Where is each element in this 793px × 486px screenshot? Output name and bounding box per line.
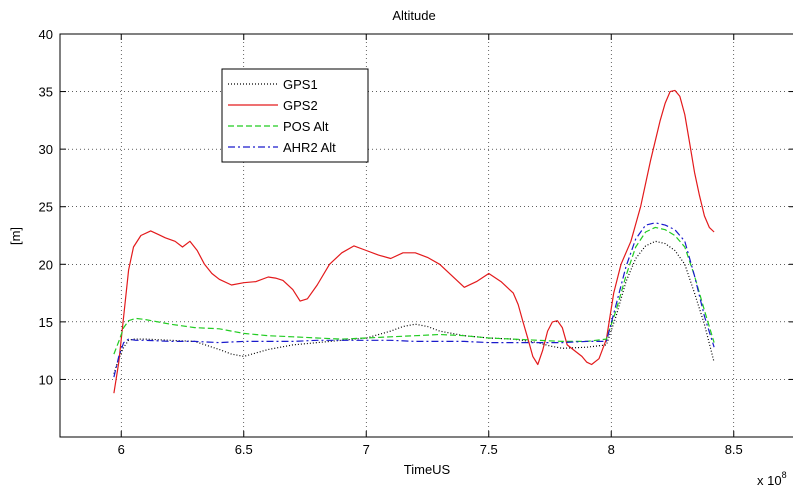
series-line-gps2 (113, 89, 715, 394)
y-tick-label: 10 (39, 372, 53, 387)
x-tick-label: 8 (608, 442, 615, 457)
y-tick-label: 25 (39, 200, 53, 215)
y-axis-label: [m] (8, 227, 23, 245)
legend-label: AHR2 Alt (283, 140, 336, 155)
x-axis-multiplier: x 108 (757, 470, 787, 486)
x-tick-label: 7.5 (480, 442, 498, 457)
y-tick-label: 15 (39, 315, 53, 330)
x-tick-label: 6.5 (235, 442, 253, 457)
series-line-pos-alt (113, 226, 715, 355)
grid-lines (60, 33, 793, 437)
chart-title: Altitude (392, 8, 435, 23)
legend-label: GPS1 (283, 77, 318, 92)
series-line-gps1 (113, 240, 715, 374)
series-group (113, 89, 715, 394)
plot-frame (59, 33, 793, 438)
x-axis-multiplier-base: x 10 (757, 473, 782, 486)
legend: GPS1 GPS2 POS Alt AHR2 Alt (221, 68, 369, 163)
y-tick-label: 30 (39, 142, 53, 157)
x-tick-label: 6 (118, 442, 125, 457)
legend-label: GPS2 (283, 98, 318, 113)
legend-label: POS Alt (283, 119, 329, 134)
y-tick-label: 35 (39, 85, 53, 100)
x-axis-multiplier-exponent: 8 (782, 470, 787, 480)
axis-ticks: 6 6.5 7 7.5 8 8.5 10 15 20 25 30 35 40 (39, 27, 793, 457)
x-tick-label: 8.5 (725, 442, 743, 457)
series-line-ahr2-alt (113, 222, 715, 378)
y-tick-label: 40 (39, 27, 53, 42)
y-tick-label: 20 (39, 257, 53, 272)
x-axis-label: TimeUS (404, 462, 451, 477)
x-tick-label: 7 (363, 442, 370, 457)
